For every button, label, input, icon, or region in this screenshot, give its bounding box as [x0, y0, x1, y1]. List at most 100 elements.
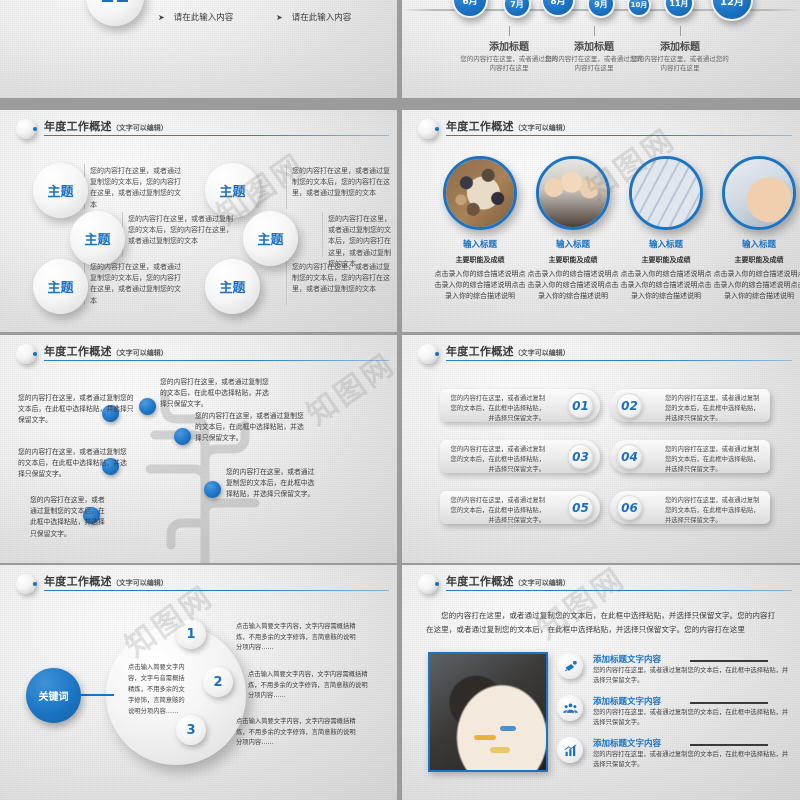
timeline-stem	[594, 26, 595, 36]
list-item[interactable]: ➤请在此输入内容	[276, 12, 352, 24]
tree-node-text-5: 您的内容打在这里，或者通过复制您的文本后，在此框中选择粘贴，并选择只保留文字。	[18, 448, 127, 479]
title-underline	[690, 702, 768, 704]
theme-circle-2[interactable]: 主题	[205, 163, 260, 218]
photo-ring	[443, 156, 517, 230]
title-underline	[690, 744, 768, 746]
slide-header: 年度工作概述（文字可以编辑）	[402, 335, 800, 369]
slide-thumbnail-6[interactable]: 年度工作概述（文字可以编辑） 您的内容打在这里，或者通过复制您的文本后，在此框中…	[402, 335, 800, 563]
theme-desc-4: 您的内容打在这里，或者通过复制您的文本后，您的内容打在这里，或者通过复制您的文本	[328, 215, 391, 268]
slide-thumbnail-8[interactable]: 年度工作概述（文字可以编辑） 知图网 您的内容打在这里，或者通过复制您的文本后，…	[402, 565, 800, 800]
photo-card-4[interactable]: 输入标题 主要职能及成绩 点击录入你的综合描述说明点击录入你的综合描述说明点击录…	[713, 156, 800, 303]
hands-photo	[725, 159, 793, 227]
photo-ring	[722, 156, 796, 230]
numbered-pill-03[interactable]: 您的内容打在这里，或者通过复制您的文本后，在此框中选择粘贴，并选择只保留文字。 …	[440, 440, 600, 473]
title-underline	[690, 660, 768, 662]
header-orb-icon	[418, 119, 438, 139]
tree-node-text-1: 您的内容打在这里，或者通过复制您的文本后，在此框中选择粘贴，并选择只保留文字。	[160, 378, 269, 409]
header-rule	[446, 590, 792, 591]
theme-desc-2: 您的内容打在这里，或者通过复制您的文本后，您的内容打在这里，或者通过复制您的文本	[292, 167, 390, 198]
slide-thumbnail-7[interactable]: 年度工作概述（文字可以编辑） 知图网 点击输入简要文字内容，文字与音需概括精炼，…	[0, 565, 397, 800]
slide-thumbnail-3[interactable]: 年度工作概述（文字可以编辑） 知图网 主题 您的内容打在这里，或者通过复制您的文…	[0, 110, 397, 332]
team-photo	[539, 159, 607, 227]
tree-node-2[interactable]	[174, 428, 191, 445]
photo-card-3[interactable]: 输入标题 主要职能及成绩 点击录入你的综合描述说明点击录入你的综合描述说明点击录…	[620, 156, 712, 303]
decorative-orb-icon	[86, 0, 144, 26]
center-text: 点击输入简要文字内容，文字与音需概括精炼，不用多余的文字修饰，言简意赅的说明分项…	[128, 664, 185, 716]
theme-circle-6[interactable]: 主题	[205, 259, 260, 314]
slide-thumbnail-1[interactable]: ➤请在此输入内容 ➤请在此输入内容 ➤请在此输入内容 ➤请在此输入内容	[0, 0, 397, 98]
slide-header: 年度工作概述（文字可以编辑）	[0, 335, 397, 369]
step-badge-3[interactable]: 3	[176, 715, 206, 745]
theme-circle-4[interactable]: 主题	[243, 211, 298, 266]
theme-circle-3[interactable]: 主题	[70, 211, 125, 266]
step-badge-1[interactable]: 1	[176, 619, 206, 649]
header-dot-icon	[435, 352, 439, 356]
arrow-icon: ➤	[158, 0, 165, 1]
list-item[interactable]: ➤请在此输入内容	[276, 0, 394, 2]
header-rule	[44, 360, 389, 361]
timeline-month-11[interactable]: 11月	[664, 0, 694, 18]
pill-number: 05	[568, 495, 593, 520]
theme-circle-5[interactable]: 主题	[33, 259, 88, 314]
timeline-caption-2: 添加标题 您的内容打在这里，或者通过您的内容打在这里	[545, 42, 643, 73]
tree-node-5[interactable]	[102, 458, 119, 475]
numbered-pill-05[interactable]: 您的内容打在这里，或者通过复制您的文本后，在此框中选择粘贴，并选择只保留文字。 …	[440, 491, 600, 524]
timeline-stem	[509, 26, 510, 36]
slide-header: 年度工作概述（文字可以编辑）	[402, 110, 800, 144]
intro-paragraph: 您的内容打在这里，或者通过复制您的文本后，在此框中选择粘贴，并选择只保留文字。您…	[426, 611, 776, 635]
pill-number: 02	[617, 393, 642, 418]
connector-line	[80, 694, 114, 696]
tree-node-text-2: 您的内容打在这里，或者通过复制您的文本后，在此框中选择粘贴，并选择只保留文字。	[195, 412, 304, 443]
numbered-pill-06[interactable]: 您的内容打在这里，或者通过复制您的文本后，在此框中选择粘贴，并选择只保留文字。 …	[610, 491, 770, 524]
timeline-month-10[interactable]: 10月	[627, 0, 651, 17]
numbered-pill-04[interactable]: 您的内容打在这里，或者通过复制您的文本后，在此框中选择粘贴，并选择只保留文字。 …	[610, 440, 770, 473]
theme-desc-6: 您的内容打在这里，或者通过复制您的文本后，您的内容打在这里，或者通过复制您的文本	[292, 263, 390, 294]
arrow-icon: ➤	[158, 12, 165, 22]
timeline-month-9[interactable]: 9月	[587, 0, 615, 18]
divider	[286, 164, 287, 209]
step-text-3: 点击输入简要文字内容，文字内容需概括精炼，不用多余的文字修饰，言简意赅的说明分项…	[236, 718, 356, 747]
timeline-month-8[interactable]: 8月	[541, 0, 575, 17]
keyword-badge[interactable]: 关键词	[26, 668, 81, 723]
header-dot-icon	[435, 127, 439, 131]
slide-thumbnail-5[interactable]: 年度工作概述（文字可以编辑） 知图网 您的内容打在这里，或者通过复制您的文本后，…	[0, 335, 397, 563]
timeline-caption-1: 添加标题 您的内容打在这里，或者通过您的内容打在这里	[460, 42, 558, 73]
theme-desc-5: 您的内容打在这里，或者通过复制您的文本后，您的内容打在这里，或者通过复制您的文本	[90, 263, 181, 305]
header-orb-icon	[418, 344, 438, 364]
photo-card-1[interactable]: 输入标题 主要职能及成绩 点击录入你的综合描述说明点击录入你的综合描述说明点击录…	[434, 156, 526, 303]
bar-chart-icon	[557, 737, 583, 763]
divider	[286, 260, 287, 305]
timeline-caption-3: 添加标题 您的内容打在这里，或者通过您的内容打在这里	[631, 42, 729, 73]
arrow-icon: ➤	[276, 12, 283, 22]
arrow-icon: ➤	[276, 0, 283, 1]
pill-number: 06	[617, 495, 642, 520]
list-item[interactable]: ➤请在此输入内容	[158, 0, 276, 2]
tree-node-1[interactable]	[139, 398, 156, 415]
timeline-month-6[interactable]: 6月	[452, 0, 488, 18]
tree-node-3[interactable]	[204, 481, 221, 498]
timeline-month-12[interactable]: 12月	[711, 0, 753, 21]
numbered-pill-02[interactable]: 您的内容打在这里，或者通过复制您的文本后，在此框中选择粘贴，并选择只保留文字。 …	[610, 389, 770, 422]
pill-number: 03	[568, 444, 593, 469]
slide-header: 年度工作概述（文字可以编辑）	[402, 565, 800, 599]
step-badge-2[interactable]: 2	[203, 667, 233, 697]
tree-node-4[interactable]	[102, 405, 119, 422]
header-rule	[44, 590, 389, 591]
list-item[interactable]: ➤请在此输入内容	[158, 12, 234, 24]
megaphone-icon	[557, 653, 583, 679]
step-text-2: 点击输入简要文字内容，文字内容需概括精炼，不用多余的文字修饰，言简意赅的说明分项…	[248, 671, 368, 700]
theme-circle-1[interactable]: 主题	[33, 163, 88, 218]
meeting-photo	[446, 159, 514, 227]
header-orb-icon	[16, 574, 36, 594]
photo-card-2[interactable]: 输入标题 主要职能及成绩 点击录入你的综合描述说明点击录入你的综合描述说明点击录…	[527, 156, 619, 303]
slide-thumbnail-2[interactable]: 6月 7月 8月 9月 10月 11月 12月 添加标题 您的内容打在这里，或者…	[402, 0, 800, 98]
numbered-pill-01[interactable]: 您的内容打在这里，或者通过复制您的文本后，在此框中选择粘贴，并选择只保留文字。 …	[440, 389, 600, 422]
slide-header: 年度工作概述（文字可以编辑）	[0, 110, 397, 144]
header-rule	[44, 135, 389, 136]
divider	[322, 212, 323, 257]
tree-node-6[interactable]	[83, 507, 100, 524]
theme-desc-1: 您的内容打在这里，或者通过复制您的文本后，您的内容打在这里，或者通过复制您的文本	[90, 167, 181, 209]
slide-thumbnail-4[interactable]: 年度工作概述（文字可以编辑） 知图网 输入标题 主要职能及成绩 点击录入你的综合…	[402, 110, 800, 332]
timeline-month-7[interactable]: 7月	[503, 0, 531, 18]
